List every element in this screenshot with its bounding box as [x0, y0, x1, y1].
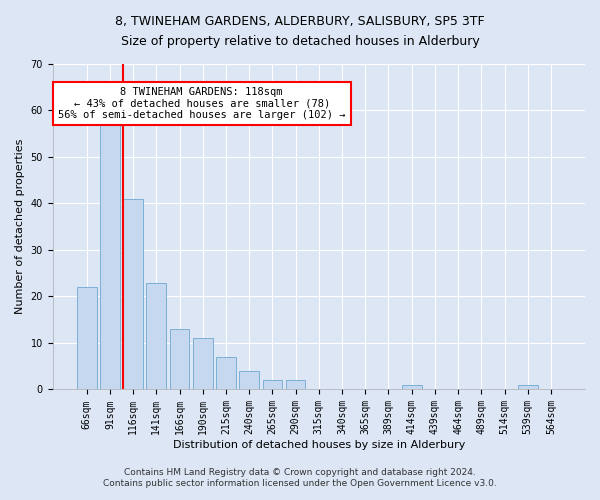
Bar	[193, 338, 212, 390]
Bar	[216, 357, 236, 390]
Bar	[286, 380, 305, 390]
Bar	[170, 329, 190, 390]
Text: Contains HM Land Registry data © Crown copyright and database right 2024.
Contai: Contains HM Land Registry data © Crown c…	[103, 468, 497, 487]
Bar	[123, 199, 143, 390]
Text: Size of property relative to detached houses in Alderbury: Size of property relative to detached ho…	[121, 35, 479, 48]
Y-axis label: Number of detached properties: Number of detached properties	[15, 139, 25, 314]
X-axis label: Distribution of detached houses by size in Alderbury: Distribution of detached houses by size …	[173, 440, 465, 450]
Bar	[77, 287, 97, 390]
Bar	[146, 282, 166, 390]
Bar	[100, 124, 120, 390]
Text: 8 TWINEHAM GARDENS: 118sqm
← 43% of detached houses are smaller (78)
56% of semi: 8 TWINEHAM GARDENS: 118sqm ← 43% of deta…	[58, 87, 346, 120]
Bar	[402, 385, 422, 390]
Bar	[518, 385, 538, 390]
Bar	[263, 380, 282, 390]
Bar	[239, 371, 259, 390]
Text: 8, TWINEHAM GARDENS, ALDERBURY, SALISBURY, SP5 3TF: 8, TWINEHAM GARDENS, ALDERBURY, SALISBUR…	[115, 15, 485, 28]
